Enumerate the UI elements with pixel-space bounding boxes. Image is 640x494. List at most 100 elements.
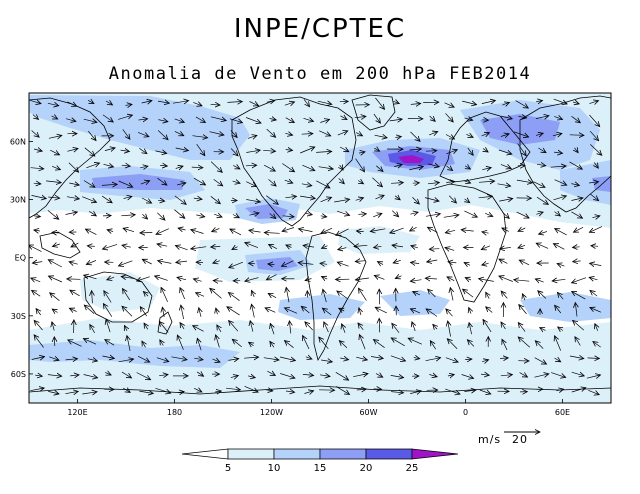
wind-vector bbox=[54, 337, 55, 347]
wind-vector bbox=[268, 179, 277, 186]
wind-vector bbox=[518, 323, 526, 332]
wind-vector bbox=[575, 303, 577, 317]
wind-vector bbox=[118, 359, 134, 362]
wind-vector bbox=[230, 130, 237, 137]
colorbar-segment bbox=[319, 448, 367, 460]
wind-vector bbox=[36, 309, 41, 316]
wind-vector bbox=[50, 149, 59, 155]
wind-vector bbox=[229, 321, 239, 332]
wind-vector bbox=[191, 167, 203, 168]
wind-vector bbox=[48, 136, 62, 139]
wind-vector bbox=[395, 196, 400, 200]
wind-vector bbox=[103, 164, 114, 167]
wind-vector bbox=[448, 195, 456, 203]
wind-vector bbox=[266, 101, 275, 103]
wind-vector bbox=[118, 115, 132, 120]
wind-vector bbox=[83, 119, 97, 122]
colorbar: 5 10 15 20 25 bbox=[181, 448, 459, 474]
wind-vector bbox=[228, 359, 238, 361]
wind-vector bbox=[140, 166, 148, 168]
wind-vector bbox=[303, 118, 314, 121]
wind-vector bbox=[375, 374, 383, 378]
wind-vector bbox=[87, 246, 95, 247]
wind-vector bbox=[265, 308, 276, 313]
wind-vector bbox=[249, 213, 259, 215]
wind-vector bbox=[339, 146, 349, 152]
wind-vector bbox=[443, 215, 459, 217]
wind-vector bbox=[469, 323, 472, 335]
wind-vector bbox=[284, 102, 295, 105]
wind-vector bbox=[191, 247, 207, 249]
wind-vector bbox=[320, 216, 327, 217]
wind-vector bbox=[265, 195, 278, 205]
wind-vector bbox=[34, 216, 40, 217]
wind-vector bbox=[501, 322, 505, 330]
wind-vector bbox=[535, 279, 544, 282]
wind-vector bbox=[210, 104, 220, 105]
wind-vector bbox=[465, 278, 472, 280]
wind-vector bbox=[266, 274, 277, 280]
wind-vector bbox=[174, 131, 184, 135]
wind-vector bbox=[486, 292, 490, 299]
colorbar-segment bbox=[273, 448, 321, 460]
wind-vector bbox=[588, 389, 599, 394]
wind-vector bbox=[318, 167, 334, 169]
wind-vector bbox=[263, 358, 279, 360]
wind-vector bbox=[101, 195, 112, 203]
wind-vector bbox=[410, 391, 421, 394]
wind-vector bbox=[480, 374, 489, 375]
wind-vector bbox=[592, 216, 600, 218]
wind-vector bbox=[479, 390, 491, 394]
wind-vector bbox=[270, 341, 274, 348]
lat-tick-label: 60N bbox=[10, 137, 26, 146]
wind-vector bbox=[249, 342, 254, 345]
wind-vector bbox=[445, 248, 455, 251]
wind-vector bbox=[86, 229, 97, 235]
wind-vector bbox=[305, 279, 312, 281]
wind-vector bbox=[445, 230, 456, 233]
wind-vector bbox=[32, 290, 41, 297]
wind-vector bbox=[498, 149, 512, 154]
wind-vector bbox=[137, 132, 149, 136]
wind-vector bbox=[285, 150, 293, 151]
map-title: INPE/CPTEC bbox=[233, 14, 407, 44]
wind-vector bbox=[104, 291, 112, 303]
wind-vector bbox=[285, 308, 298, 314]
wind-vector bbox=[66, 119, 76, 122]
wind-vector bbox=[410, 309, 421, 313]
wind-vector bbox=[232, 247, 238, 250]
wind-vector bbox=[340, 165, 343, 170]
wind-vector bbox=[180, 323, 184, 330]
wind-vector bbox=[33, 183, 41, 184]
wind-vector bbox=[143, 292, 148, 297]
wind-vector bbox=[342, 324, 345, 333]
wind-vector bbox=[413, 292, 421, 295]
wind-vector bbox=[67, 102, 77, 106]
wind-vector bbox=[540, 328, 546, 331]
wind-vector bbox=[199, 308, 201, 317]
wind-vector bbox=[316, 151, 332, 152]
wind-vector bbox=[571, 198, 583, 201]
wind-vector bbox=[500, 247, 511, 249]
wind-vector bbox=[448, 262, 457, 263]
wind-vector bbox=[450, 288, 453, 301]
wind-vector bbox=[230, 376, 238, 378]
wind-vector bbox=[303, 336, 310, 350]
wind-vector bbox=[46, 181, 61, 183]
lon-tick-label: 60W bbox=[359, 408, 377, 417]
wind-vector bbox=[52, 322, 54, 331]
wind-vector bbox=[575, 148, 579, 153]
wind-vector bbox=[226, 388, 240, 390]
wind-vector bbox=[216, 308, 218, 315]
wind-vector bbox=[359, 288, 367, 301]
wind-vector bbox=[428, 227, 438, 233]
wind-vector bbox=[550, 166, 566, 167]
wind-vector bbox=[106, 319, 111, 333]
wind-vector bbox=[552, 279, 566, 281]
coast-antarctica bbox=[29, 385, 611, 395]
wind-vector bbox=[264, 233, 280, 234]
wind-vector bbox=[90, 325, 95, 333]
wind-vector bbox=[411, 262, 420, 263]
wind-vector bbox=[244, 357, 259, 358]
wind-vector bbox=[69, 183, 79, 185]
